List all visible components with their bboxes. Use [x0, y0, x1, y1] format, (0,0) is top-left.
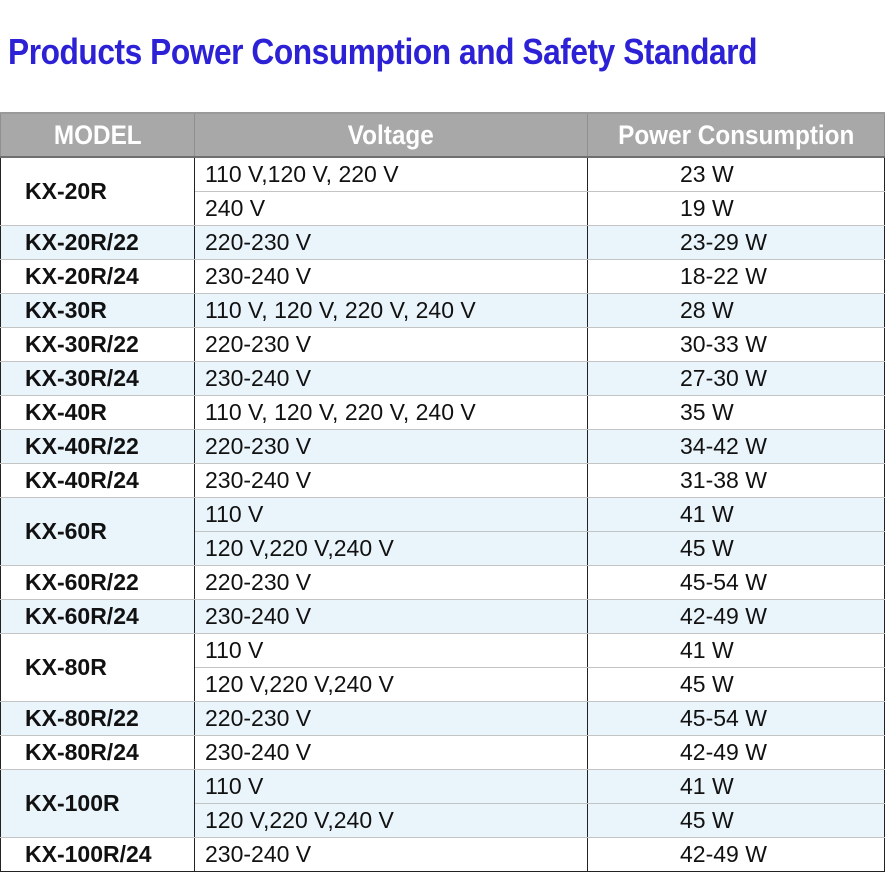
voltage-cell: 230-240 V [194, 259, 588, 294]
voltage-cell: 110 V [194, 633, 588, 668]
table-header-row: MODEL Voltage Power Consumption [0, 112, 885, 158]
voltage-cell: 230-240 V [194, 599, 588, 634]
power-cell: 41 W [587, 497, 885, 532]
table-row: KX-100R 110 V 41 W [0, 769, 885, 838]
page-title: Products Power Consumption and Safety St… [8, 31, 757, 72]
column-header-voltage: Voltage [194, 112, 588, 158]
table-row: KX-60R/24 230-240 V 42-49 W [0, 599, 885, 634]
model-cell: KX-20R [0, 156, 195, 226]
voltage-cell: 220-230 V [194, 701, 588, 736]
table-row: 120 V,220 V,240 V 45 W [1, 667, 885, 702]
power-cell: 42-49 W [587, 837, 885, 872]
model-cell: KX-80R/22 [0, 701, 195, 736]
model-cell: KX-30R/22 [0, 327, 195, 362]
power-cell: 45 W [587, 803, 885, 838]
voltage-cell: 120 V,220 V,240 V [194, 667, 588, 702]
model-cell: KX-20R/22 [0, 225, 195, 260]
voltage-cell: 220-230 V [194, 327, 588, 362]
voltage-cell: 240 V [194, 191, 588, 226]
model-cell: KX-100R/24 [0, 837, 195, 872]
voltage-cell: 110 V, 120 V, 220 V, 240 V [194, 293, 588, 328]
voltage-cell: 230-240 V [194, 463, 588, 498]
power-cell: 23-29 W [587, 225, 885, 260]
voltage-cell: 110 V [194, 497, 588, 532]
power-cell: 41 W [587, 633, 885, 668]
table-row: 120 V,220 V,240 V 45 W [1, 803, 885, 838]
table-row: KX-30R 110 V, 120 V, 220 V, 240 V 28 W [0, 293, 885, 328]
column-header-model: MODEL [0, 112, 195, 158]
model-cell: KX-40R/22 [0, 429, 195, 464]
table-row: KX-20R/22 220-230 V 23-29 W [0, 225, 885, 260]
power-cell: 30-33 W [587, 327, 885, 362]
power-cell: 27-30 W [587, 361, 885, 396]
model-cell: KX-30R [0, 293, 195, 328]
power-cell: 45 W [587, 531, 885, 566]
table-row: KX-60R/22 220-230 V 45-54 W [0, 565, 885, 600]
power-cell: 19 W [587, 191, 885, 226]
model-cell: KX-80R/24 [0, 735, 195, 770]
model-cell: KX-60R/24 [0, 599, 195, 634]
voltage-cell: 110 V,120 V, 220 V [194, 156, 588, 192]
column-header-power: Power Consumption [587, 112, 885, 158]
voltage-cell: 230-240 V [194, 837, 588, 872]
table-row: KX-40R 110 V, 120 V, 220 V, 240 V 35 W [0, 395, 885, 430]
power-consumption-table: MODEL Voltage Power Consumption KX-20R 11… [0, 112, 885, 872]
power-cell: 28 W [587, 293, 885, 328]
voltage-cell: 230-240 V [194, 735, 588, 770]
model-cell: KX-100R [0, 769, 195, 838]
power-cell: 34-42 W [587, 429, 885, 464]
table-row: KX-20R/24 230-240 V 18-22 W [0, 259, 885, 294]
table-row: KX-30R/24 230-240 V 27-30 W [0, 361, 885, 396]
table-row: KX-100R/24 230-240 V 42-49 W [0, 837, 885, 872]
power-cell: 35 W [587, 395, 885, 430]
voltage-cell: 230-240 V [194, 361, 588, 396]
voltage-cell: 120 V,220 V,240 V [194, 803, 588, 838]
model-cell: KX-60R [0, 497, 195, 566]
model-cell: KX-20R/24 [0, 259, 195, 294]
table-row: KX-80R 110 V 41 W [0, 633, 885, 702]
table-row: 240 V 19 W [1, 191, 885, 226]
voltage-cell: 220-230 V [194, 225, 588, 260]
model-cell: KX-80R [0, 633, 195, 702]
model-cell: KX-40R/24 [0, 463, 195, 498]
table-row: KX-80R/22 220-230 V 45-54 W [0, 701, 885, 736]
voltage-cell: 110 V [194, 769, 588, 804]
power-cell: 31-38 W [587, 463, 885, 498]
power-cell: 42-49 W [587, 599, 885, 634]
voltage-cell: 220-230 V [194, 565, 588, 600]
voltage-cell: 120 V,220 V,240 V [194, 531, 588, 566]
table-row: KX-20R 110 V,120 V, 220 V 23 W [0, 156, 885, 226]
table-row: KX-30R/22 220-230 V 30-33 W [0, 327, 885, 362]
power-cell: 42-49 W [587, 735, 885, 770]
power-cell: 41 W [587, 769, 885, 804]
table-row: KX-40R/24 230-240 V 31-38 W [0, 463, 885, 498]
voltage-cell: 110 V, 120 V, 220 V, 240 V [194, 395, 588, 430]
power-cell: 18-22 W [587, 259, 885, 294]
model-cell: KX-40R [0, 395, 195, 430]
table-row: KX-80R/24 230-240 V 42-49 W [0, 735, 885, 770]
table-row: KX-60R 110 V 41 W [0, 497, 885, 566]
model-cell: KX-60R/22 [0, 565, 195, 600]
power-cell: 45-54 W [587, 565, 885, 600]
voltage-cell: 220-230 V [194, 429, 588, 464]
power-cell: 23 W [587, 156, 885, 192]
power-cell: 45-54 W [587, 701, 885, 736]
power-cell: 45 W [587, 667, 885, 702]
table-body: KX-20R 110 V,120 V, 220 V 23 W 240 V 19 W KX-… [0, 156, 885, 872]
table-row: KX-40R/22 220-230 V 34-42 W [0, 429, 885, 464]
model-cell: KX-30R/24 [0, 361, 195, 396]
